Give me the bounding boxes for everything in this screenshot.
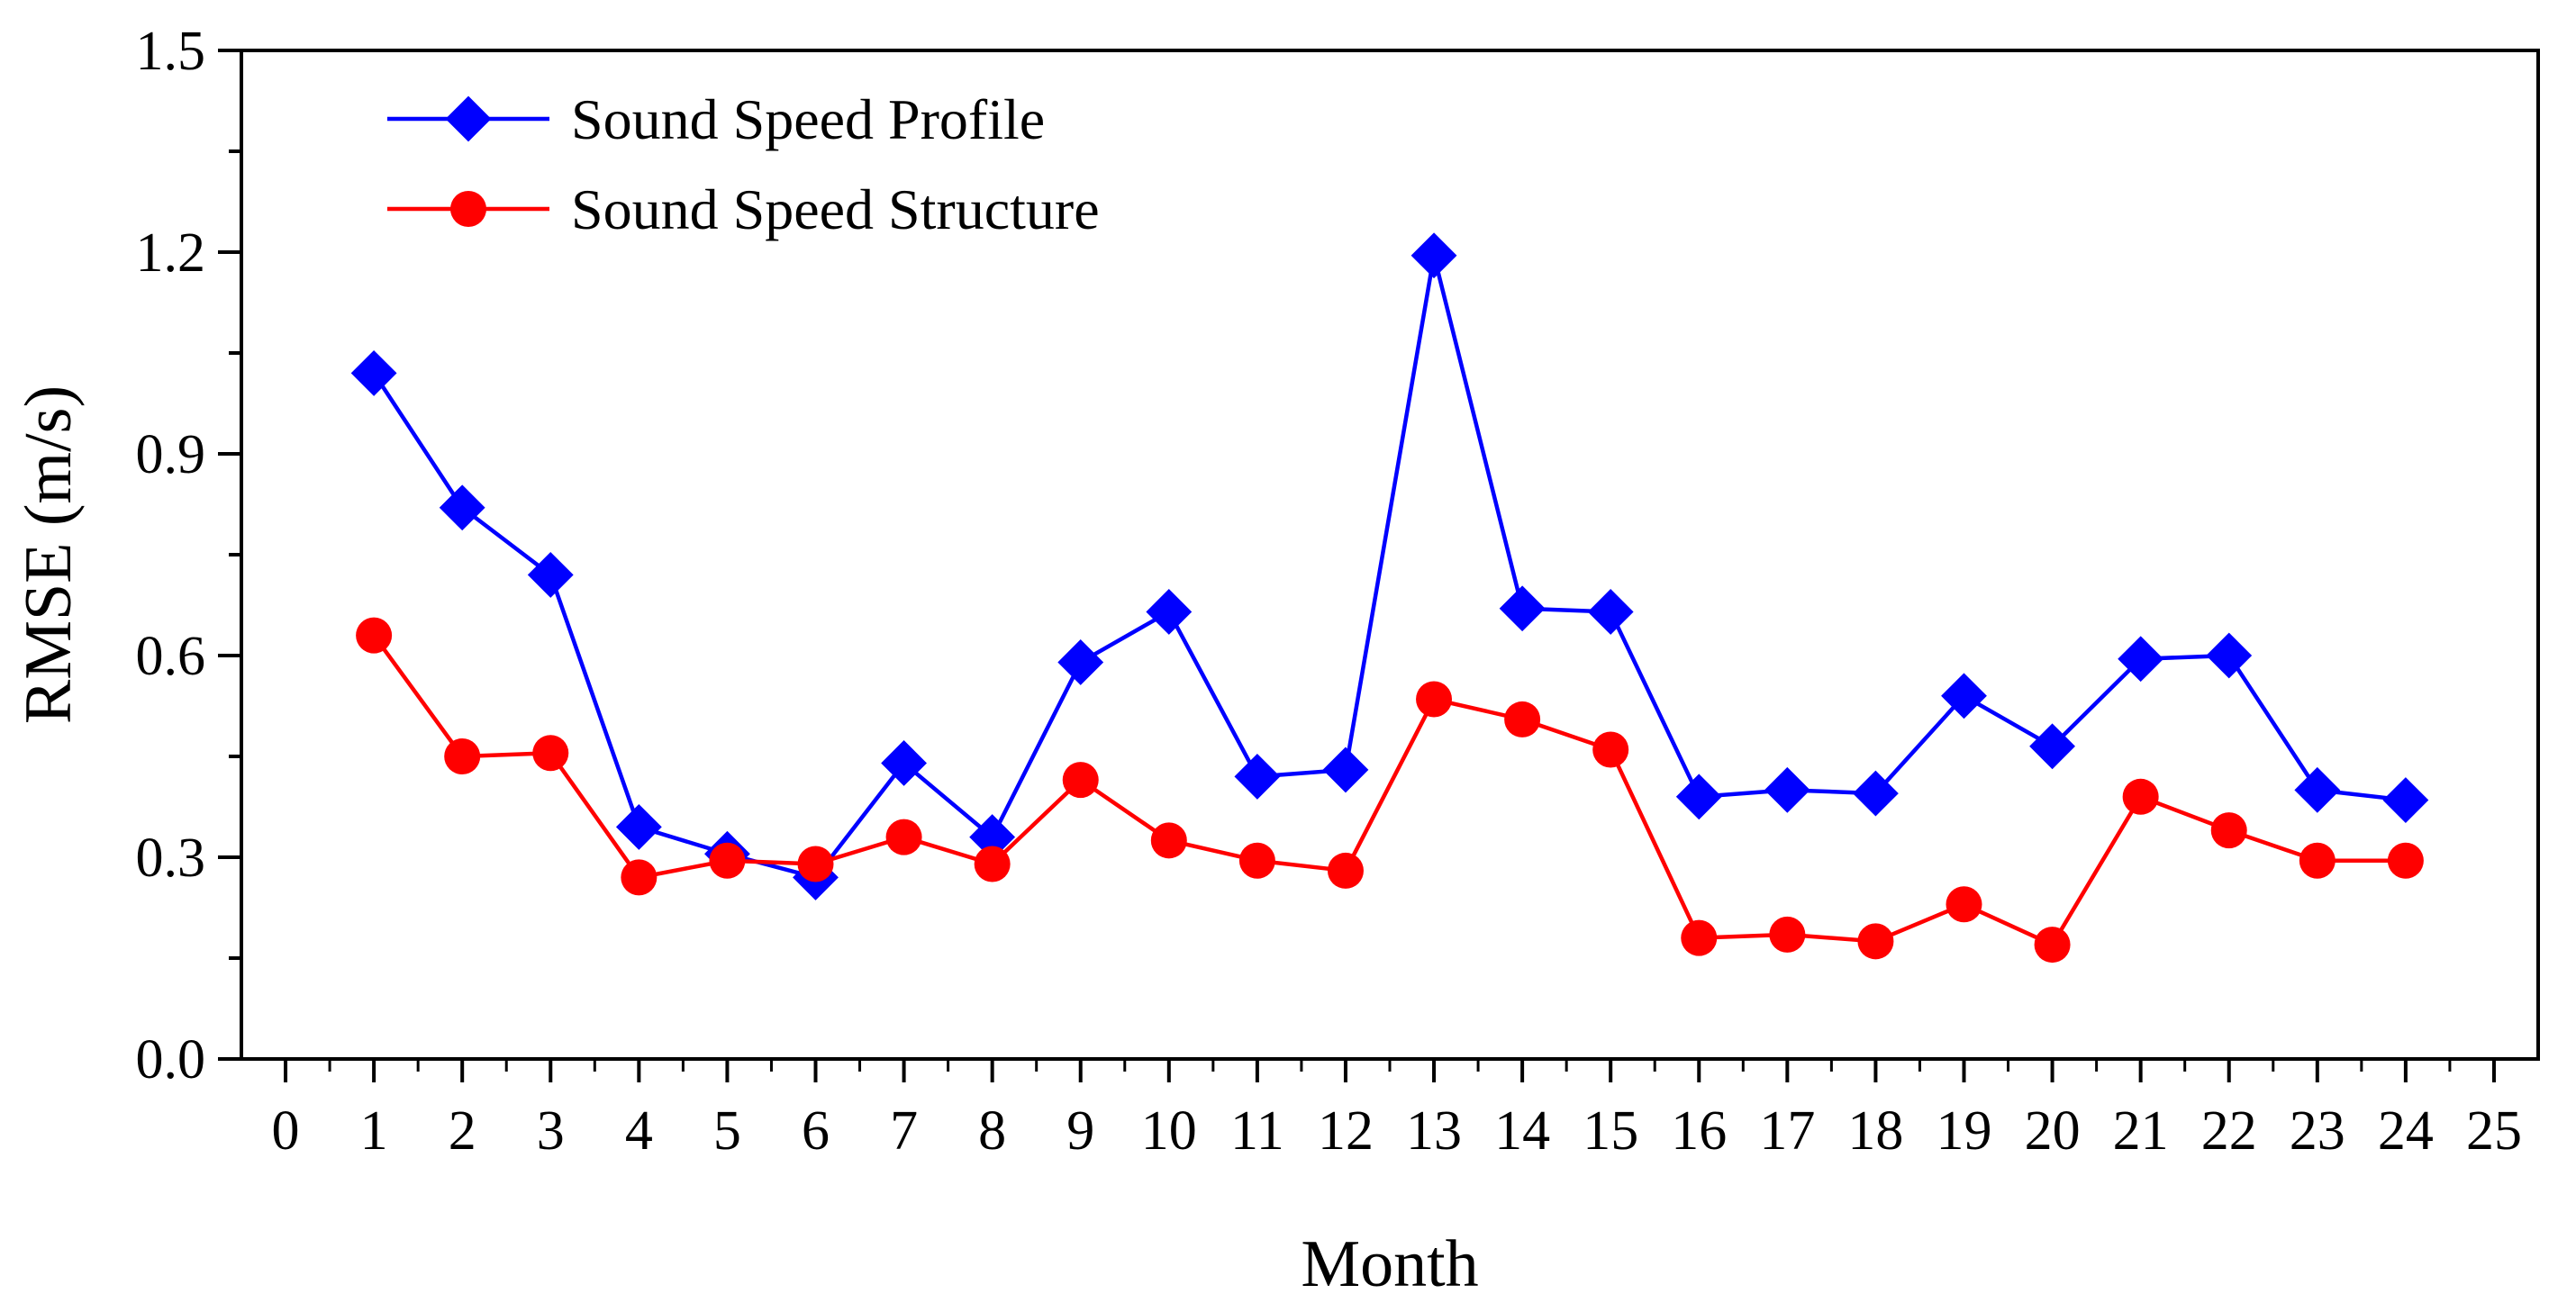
y-tick-label: 1.5: [136, 21, 206, 82]
x-tick-label: 8: [978, 1100, 1006, 1162]
data-point: [1499, 585, 1546, 632]
y-axis: 0.0 0.3 0.6 0.9 1.2 1.5: [136, 21, 241, 1090]
data-point: [1769, 916, 1806, 953]
data-point: [1150, 822, 1187, 859]
x-tick-label: 23: [2290, 1100, 2345, 1162]
data-point: [1322, 746, 1369, 793]
y-tick-label: 0.9: [136, 424, 206, 485]
data-point: [1946, 886, 1982, 923]
data-point: [797, 846, 834, 882]
x-tick-label: 25: [2466, 1100, 2522, 1162]
x-tick-label: 19: [1937, 1100, 1992, 1162]
y-tick-label: 0.3: [136, 828, 206, 889]
legend-label: Sound Speed Structure: [571, 177, 1100, 241]
data-point: [2210, 812, 2247, 849]
data-point: [1146, 589, 1193, 635]
x-tick-label: 18: [1847, 1100, 1903, 1162]
data-point: [2029, 723, 2075, 770]
data-point: [1681, 919, 1718, 956]
data-point: [2382, 777, 2429, 823]
data-point: [615, 803, 662, 850]
data-point: [1416, 681, 1453, 718]
y-tick-label: 0.6: [136, 626, 206, 687]
x-tick-label: 14: [1494, 1100, 1550, 1162]
x-tick-label: 7: [890, 1100, 918, 1162]
data-point: [2206, 632, 2253, 679]
data-point: [2294, 766, 2341, 813]
x-tick-label: 11: [1230, 1100, 1284, 1162]
data-point: [1234, 753, 1281, 800]
x-tick-label: 9: [1066, 1100, 1094, 1162]
y-tick-label: 0.0: [136, 1029, 206, 1090]
data-point: [1504, 701, 1541, 737]
data-point: [621, 859, 658, 896]
data-point: [881, 740, 927, 786]
x-tick-label: 4: [625, 1100, 653, 1162]
x-tick-label: 1: [360, 1100, 388, 1162]
legend-marker: [445, 95, 492, 142]
x-axis-title: Month: [1301, 1227, 1478, 1301]
data-point: [2118, 636, 2164, 683]
data-point: [350, 349, 397, 396]
x-tick-label: 16: [1671, 1100, 1727, 1162]
x-tick-label: 12: [1318, 1100, 1374, 1162]
x-tick-label: 5: [713, 1100, 741, 1162]
data-point: [532, 735, 569, 772]
data-point: [2122, 778, 2159, 815]
x-tick-label: 21: [2113, 1100, 2169, 1162]
y-axis-title: RMSE (m/s): [12, 385, 86, 724]
data-point: [1675, 774, 1722, 820]
data-point: [1062, 762, 1099, 799]
data-point: [1857, 923, 1894, 960]
data-point: [439, 484, 485, 531]
x-tick-label: 3: [537, 1100, 565, 1162]
series-line: [372, 634, 2406, 947]
x-tick-label: 22: [2201, 1100, 2257, 1162]
data-point: [1410, 232, 1457, 279]
x-tick-label: 10: [1141, 1100, 1197, 1162]
legend: Sound Speed Profile Sound Speed Structure: [387, 87, 1100, 241]
data-point: [2034, 927, 2071, 964]
data-point: [885, 819, 922, 855]
x-axis: 0 1 2 3 4 5 6 7 8 9 10 11 12 13 14 15 16 17 18 19 20 21 22 23 24…: [272, 1059, 2522, 1162]
y-tick-label: 1.2: [136, 222, 206, 284]
data-point: [1238, 842, 1275, 879]
x-tick-label: 20: [2025, 1100, 2081, 1162]
data-point: [444, 738, 481, 774]
data-point: [1941, 673, 1987, 719]
x-tick-label: 13: [1406, 1100, 1462, 1162]
data-point: [356, 617, 393, 654]
x-tick-label: 17: [1759, 1100, 1815, 1162]
data-point: [2299, 842, 2336, 879]
legend-marker: [450, 191, 486, 227]
data-point: [974, 846, 1011, 882]
data-point: [1853, 770, 1899, 817]
data-point: [709, 842, 746, 879]
x-tick-label: 15: [1583, 1100, 1638, 1162]
data-point: [1327, 852, 1364, 889]
data-point: [527, 551, 574, 598]
series-sound-speed-profile: [350, 232, 2429, 900]
x-tick-label: 0: [272, 1100, 300, 1162]
data-point: [1587, 589, 1634, 635]
legend-label: Sound Speed Profile: [571, 87, 1045, 151]
data-point: [1764, 766, 1810, 813]
data-point: [2387, 842, 2424, 879]
x-tick-label: 24: [2378, 1100, 2434, 1162]
data-point: [1592, 731, 1629, 768]
x-tick-label: 2: [449, 1100, 476, 1162]
series-layer: [350, 232, 2429, 964]
x-tick-label: 6: [802, 1100, 830, 1162]
series-sound-speed-structure: [356, 617, 2424, 964]
data-point: [1057, 639, 1104, 685]
